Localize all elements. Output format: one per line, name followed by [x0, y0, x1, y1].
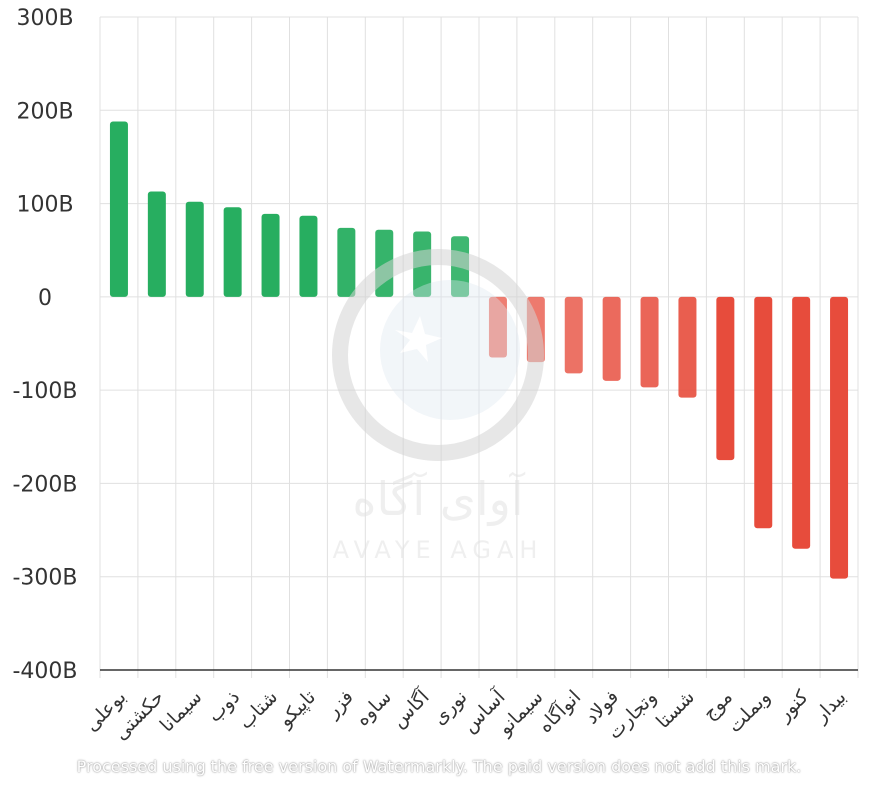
bar-4 [223, 207, 242, 297]
x-category-label: سیمانا [156, 686, 207, 737]
bar-15 [640, 296, 659, 388]
y-tick-label: -300B [12, 566, 77, 591]
y-tick-label: 0 [38, 286, 52, 311]
bar-3 [185, 201, 204, 297]
bar-7 [337, 227, 356, 297]
watermark-footer-note: Processed using the free version of Wate… [76, 757, 802, 776]
bar-6 [299, 215, 318, 297]
bar-5 [261, 213, 280, 297]
x-category-label: انوآگاه [533, 685, 586, 738]
bar-20 [830, 296, 849, 579]
y-tick-label: 200B [16, 99, 73, 124]
x-category-label: ساوه [351, 686, 395, 730]
y-tick-label: -100B [12, 379, 77, 404]
bar-1 [109, 121, 128, 297]
x-category-label: بیدار [809, 686, 850, 727]
x-category-label: شستا [652, 686, 699, 733]
watermark-subtitle: AVAYE AGAH [333, 536, 544, 564]
y-tick-label: 100B [16, 193, 73, 218]
y-tick-label: 300B [16, 6, 73, 31]
bar-16 [678, 296, 697, 398]
x-category-label: تاپیکو [274, 686, 320, 732]
bar-19 [792, 296, 811, 549]
watermark-title: آوای آگاه [352, 472, 525, 527]
bar-18 [754, 296, 773, 529]
watermark-logo: آوای آگاه AVAYE AGAH [332, 249, 544, 564]
x-category-label: شتاب [234, 686, 282, 734]
x-category-label: وبملت [724, 686, 775, 737]
y-axis-tick-labels: 300B 200B 100B 0 -100B -200B -300B -400B [12, 6, 77, 684]
bar-13 [564, 296, 583, 374]
bar-2 [147, 191, 166, 297]
grid-lines [99, 16, 859, 678]
bar-14 [602, 296, 621, 381]
bar-11 [488, 296, 507, 358]
y-tick-label: -200B [12, 472, 77, 497]
x-category-label: کنور [773, 685, 814, 726]
bar-17 [716, 296, 735, 461]
y-tick-label: -400B [12, 659, 77, 684]
x-category-label: آگاس [386, 684, 434, 732]
